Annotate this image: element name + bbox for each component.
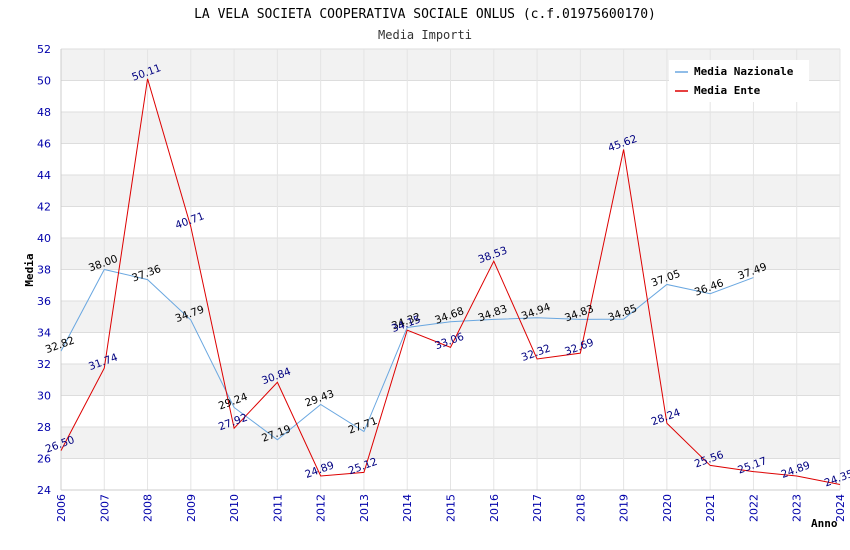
y-tick-label: 34 [37, 327, 51, 340]
x-tick-label: 2014 [401, 494, 414, 522]
x-tick-label: 2017 [531, 494, 544, 522]
x-tick-label: 2011 [271, 494, 284, 522]
grid-lines [60, 48, 841, 491]
y-tick-label: 42 [37, 201, 51, 214]
x-tick-label: 2021 [704, 494, 717, 522]
chart-subtitle: Media Importi [378, 28, 472, 42]
x-tick-label: 2019 [618, 494, 631, 522]
y-tick-label: 32 [37, 358, 51, 371]
x-tick-label: 2018 [574, 494, 587, 522]
y-axis-ticks: 24 26 28 30 32 34 36 38 40 42 44 46 48 50 52 [37, 43, 51, 497]
series-lines [60, 78, 841, 485]
x-tick-label: 2012 [315, 494, 328, 522]
x-tick-label: 2024 [834, 494, 847, 522]
x-tick-label: 2007 [98, 494, 111, 522]
y-axis-label: Media [23, 253, 36, 286]
x-tick-label: 2010 [228, 494, 241, 522]
x-tick-label: 2006 [55, 494, 68, 522]
y-tick-label: 38 [37, 264, 51, 277]
legend-label-nazionale: Media Nazionale [694, 65, 794, 78]
legend-box [669, 60, 809, 102]
legend: Media Nazionale Media Ente [669, 60, 809, 102]
y-tick-label: 50 [37, 75, 51, 88]
x-tick-label: 2020 [661, 494, 674, 522]
y-tick-label: 44 [37, 169, 51, 182]
x-tick-label: 2023 [791, 494, 804, 522]
y-tick-label: 48 [37, 106, 51, 119]
x-tick-label: 2015 [445, 494, 458, 522]
chart-title: LA VELA SOCIETA COOPERATIVA SOCIALE ONLU… [194, 7, 656, 22]
x-tick-label: 2008 [142, 494, 155, 522]
y-tick-label: 26 [37, 453, 51, 466]
x-tick-label: 2022 [747, 494, 760, 522]
x-tick-label: 2009 [185, 494, 198, 522]
x-axis-ticks: 2006 2007 2008 2009 2010 2011 2012 2013 2014 2015… [55, 494, 847, 522]
y-tick-label: 28 [37, 421, 51, 434]
x-tick-label: 2016 [488, 494, 501, 522]
x-axis-label: Anno [811, 517, 838, 530]
y-tick-label: 40 [37, 232, 51, 245]
y-tick-label: 36 [37, 295, 51, 308]
legend-label-ente: Media Ente [694, 84, 761, 97]
series-line-ente [60, 78, 841, 485]
x-tick-label: 2013 [358, 494, 371, 522]
y-tick-label: 30 [37, 390, 51, 403]
series-line-nazionale [60, 268, 754, 441]
y-tick-label: 24 [37, 484, 51, 497]
y-tick-label: 46 [37, 138, 51, 151]
y-tick-label: 52 [37, 43, 51, 56]
